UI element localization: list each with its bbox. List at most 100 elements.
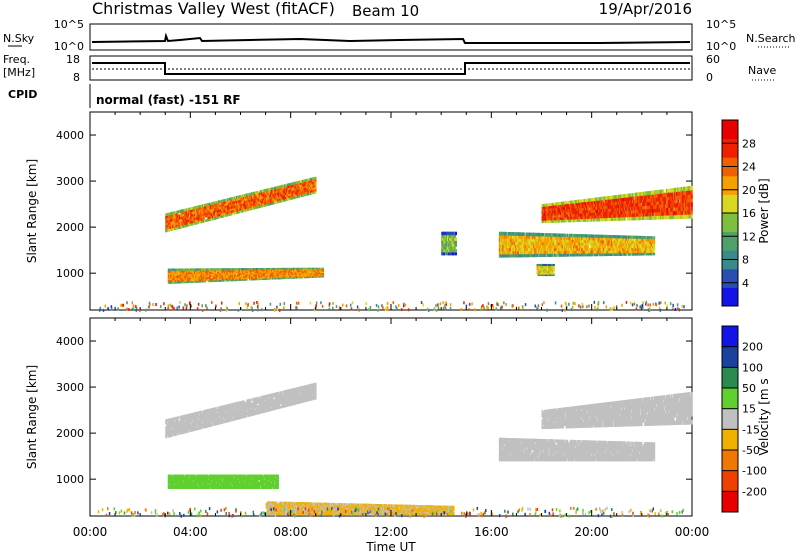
data-cell xyxy=(628,245,631,249)
data-cell xyxy=(546,247,549,252)
data-cell xyxy=(617,242,620,246)
data-cell xyxy=(548,271,551,274)
data-cell xyxy=(167,270,170,273)
data-cell xyxy=(241,203,244,206)
data-cell xyxy=(593,245,596,249)
data-cell xyxy=(553,236,556,240)
scatter-cell xyxy=(338,306,341,310)
data-cell xyxy=(548,215,551,219)
data-cell xyxy=(298,184,301,188)
data-cell xyxy=(529,244,532,249)
data-cell xyxy=(618,237,621,241)
data-cell xyxy=(574,236,577,241)
data-cell xyxy=(653,215,656,220)
data-cell xyxy=(167,224,170,228)
data-cell xyxy=(620,245,623,249)
data-cell xyxy=(172,279,175,282)
data-cell xyxy=(560,209,563,213)
data-cell xyxy=(310,276,313,278)
data-cell xyxy=(216,419,219,423)
data-cell xyxy=(166,219,169,223)
data-cell xyxy=(617,201,620,205)
data-cell xyxy=(554,247,557,252)
data-cell xyxy=(641,247,644,251)
data-cell xyxy=(165,220,168,224)
data-cell xyxy=(207,216,210,220)
data-cell xyxy=(626,250,629,254)
data-cell xyxy=(598,200,601,204)
data-cell xyxy=(246,199,249,203)
data-cell xyxy=(213,279,216,282)
data-cell xyxy=(568,203,571,207)
data-cell xyxy=(318,274,321,277)
data-cell xyxy=(674,203,677,208)
data-cell xyxy=(278,194,281,197)
data-cell xyxy=(548,210,551,214)
data-cell xyxy=(178,270,180,273)
data-cell xyxy=(519,244,522,249)
data-cell xyxy=(183,426,186,430)
data-cell xyxy=(310,271,313,274)
data-cell xyxy=(576,239,579,243)
data-cell xyxy=(170,417,173,421)
data-cell xyxy=(181,218,184,222)
data-cell xyxy=(606,196,609,200)
data-cell xyxy=(565,236,568,240)
data-cell xyxy=(194,219,197,223)
data-cell xyxy=(292,271,295,274)
data-cell xyxy=(165,426,168,430)
data-cell xyxy=(271,191,274,195)
data-cell xyxy=(633,202,636,207)
data-cell xyxy=(247,274,250,277)
data-cell xyxy=(444,231,447,236)
scatter-cell xyxy=(283,302,286,306)
data-cell xyxy=(446,234,449,239)
data-cell xyxy=(167,279,170,283)
scatter-cell xyxy=(407,308,410,312)
data-cell xyxy=(442,234,445,239)
data-cell xyxy=(306,186,309,190)
data-cell xyxy=(174,423,177,427)
data-cell xyxy=(196,427,198,431)
scatter-cell xyxy=(581,302,584,306)
data-cell xyxy=(170,216,173,220)
data-cell xyxy=(206,411,209,415)
data-cell xyxy=(559,239,562,243)
data-cell xyxy=(612,242,615,246)
data-cell xyxy=(605,237,608,241)
data-cell xyxy=(574,205,577,209)
data-cell xyxy=(586,239,589,243)
data-cell xyxy=(234,274,237,277)
data-cell xyxy=(196,270,199,273)
data-cell xyxy=(318,271,321,273)
data-cell xyxy=(210,206,213,210)
data-cell xyxy=(184,270,187,273)
data-cell xyxy=(535,232,538,237)
data-cell xyxy=(199,276,202,280)
data-cell xyxy=(295,272,298,275)
data-cell xyxy=(665,211,668,216)
data-cell xyxy=(647,198,650,203)
data-cell xyxy=(252,269,255,272)
data-cell xyxy=(552,272,555,275)
data-cell xyxy=(541,217,544,221)
data-cell xyxy=(450,243,453,247)
data-cell xyxy=(548,263,551,266)
data-cell xyxy=(226,277,229,280)
data-cell xyxy=(297,187,300,190)
data-cell xyxy=(249,205,252,209)
data-cell xyxy=(614,237,617,241)
data-cell xyxy=(227,274,230,277)
data-cell xyxy=(202,412,205,416)
data-cell xyxy=(552,241,555,246)
data-cell xyxy=(240,278,243,281)
data-cell xyxy=(545,250,548,255)
data-cell xyxy=(245,204,248,208)
data-cell xyxy=(266,203,269,206)
data-cell xyxy=(312,270,315,272)
data-cell xyxy=(613,235,616,239)
data-cell xyxy=(584,215,587,219)
data-cell xyxy=(539,272,542,275)
data-cell xyxy=(656,211,659,216)
data-cell xyxy=(578,234,581,238)
